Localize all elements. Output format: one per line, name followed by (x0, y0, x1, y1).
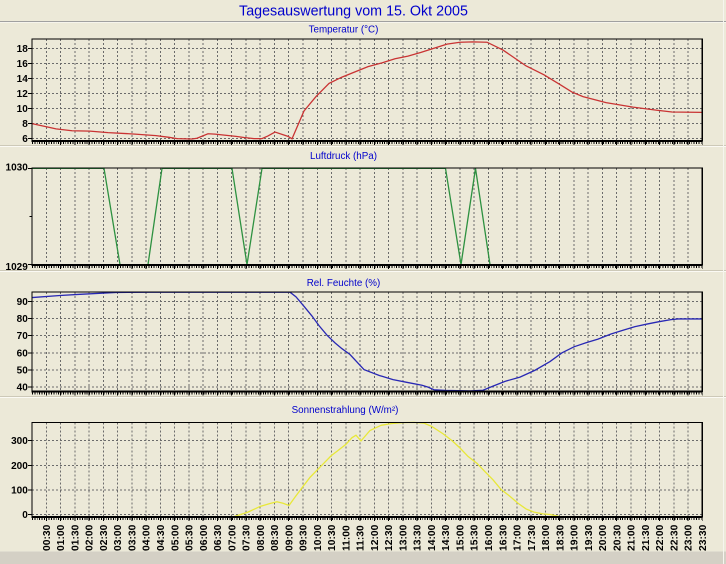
svg-text:60: 60 (17, 348, 29, 359)
svg-text:18:00: 18:00 (541, 524, 552, 551)
svg-text:16:00: 16:00 (484, 524, 495, 551)
svg-text:Tagesauswertung vom 15. Okt 20: Tagesauswertung vom 15. Okt 2005 (239, 4, 468, 20)
svg-text:12:30: 12:30 (384, 524, 395, 551)
svg-text:13:30: 13:30 (413, 524, 424, 551)
svg-text:20:00: 20:00 (598, 524, 609, 551)
svg-text:15:30: 15:30 (470, 524, 481, 551)
svg-text:200: 200 (11, 461, 28, 472)
svg-text:100: 100 (11, 485, 28, 496)
svg-text:11:00: 11:00 (341, 525, 352, 551)
svg-text:03:00: 03:00 (113, 524, 124, 551)
svg-text:17:30: 17:30 (527, 524, 538, 551)
svg-text:02:00: 02:00 (85, 524, 96, 551)
svg-text:04:30: 04:30 (156, 524, 167, 551)
svg-text:300: 300 (11, 436, 28, 447)
svg-text:21:00: 21:00 (627, 524, 638, 551)
svg-text:16: 16 (17, 59, 29, 70)
svg-text:18:30: 18:30 (555, 524, 566, 551)
svg-text:Luftdruck (hPa): Luftdruck (hPa) (310, 151, 377, 162)
svg-text:Temperatur (°C): Temperatur (°C) (309, 25, 379, 36)
svg-text:14:00: 14:00 (427, 524, 438, 551)
svg-text:90: 90 (17, 297, 29, 308)
svg-text:06:30: 06:30 (213, 524, 224, 551)
svg-text:Rel. Feuchte (%): Rel. Feuchte (%) (307, 278, 381, 289)
svg-text:02:30: 02:30 (99, 524, 110, 551)
svg-text:23:30: 23:30 (698, 524, 709, 551)
svg-text:22:30: 22:30 (669, 524, 680, 551)
svg-text:16:30: 16:30 (498, 524, 509, 551)
svg-text:08:00: 08:00 (256, 524, 267, 551)
svg-text:50: 50 (17, 365, 29, 376)
svg-text:12: 12 (17, 89, 29, 100)
svg-text:08:30: 08:30 (270, 524, 281, 551)
svg-text:80: 80 (17, 314, 29, 325)
svg-text:01:30: 01:30 (70, 524, 81, 551)
svg-text:6: 6 (22, 134, 28, 145)
svg-text:1030: 1030 (6, 163, 29, 174)
svg-text:11:30: 11:30 (356, 525, 367, 551)
svg-text:23:00: 23:00 (684, 524, 695, 551)
svg-text:00:30: 00:30 (42, 524, 53, 551)
svg-text:22:00: 22:00 (655, 524, 666, 551)
svg-text:09:30: 09:30 (299, 524, 310, 551)
svg-text:8: 8 (22, 119, 28, 130)
svg-text:0: 0 (22, 510, 28, 521)
svg-text:10:30: 10:30 (327, 524, 338, 551)
svg-text:19:30: 19:30 (584, 524, 595, 551)
svg-text:01:00: 01:00 (56, 524, 67, 551)
svg-text:10: 10 (17, 104, 29, 115)
svg-text:12:00: 12:00 (370, 524, 381, 551)
svg-text:15:00: 15:00 (455, 524, 466, 551)
svg-text:17:00: 17:00 (513, 524, 524, 551)
svg-text:04:00: 04:00 (142, 524, 153, 551)
svg-text:1029: 1029 (6, 262, 29, 273)
svg-text:20:30: 20:30 (612, 524, 623, 551)
svg-text:14:30: 14:30 (441, 524, 452, 551)
svg-text:40: 40 (17, 383, 29, 394)
svg-text:18: 18 (17, 44, 29, 55)
svg-text:13:00: 13:00 (398, 524, 409, 551)
svg-text:09:00: 09:00 (284, 524, 295, 551)
svg-text:21:30: 21:30 (641, 524, 652, 551)
svg-text:07:30: 07:30 (242, 524, 253, 551)
svg-text:05:00: 05:00 (170, 524, 181, 551)
svg-text:10:00: 10:00 (313, 524, 324, 551)
svg-text:70: 70 (17, 331, 29, 342)
svg-text:Sonnenstrahlung (W/m²): Sonnenstrahlung (W/m²) (292, 405, 399, 416)
svg-text:07:00: 07:00 (227, 524, 238, 551)
svg-text:14: 14 (17, 74, 29, 85)
svg-text:19:00: 19:00 (570, 524, 581, 551)
svg-text:06:00: 06:00 (199, 524, 210, 551)
svg-text:05:30: 05:30 (185, 524, 196, 551)
svg-text:03:30: 03:30 (127, 524, 138, 551)
